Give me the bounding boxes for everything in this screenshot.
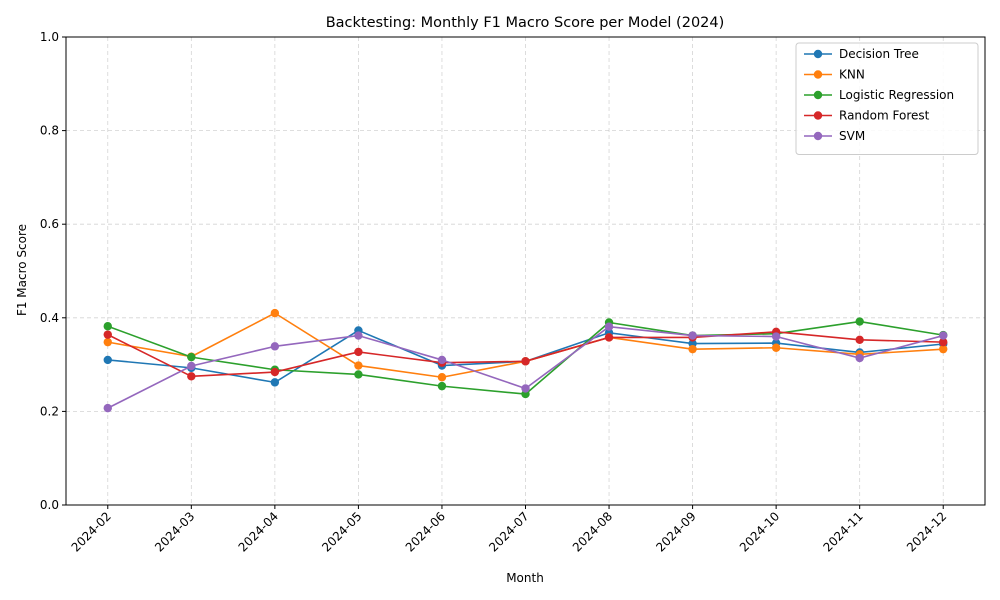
y-tick-label: 0.0 xyxy=(40,498,59,512)
x-tick-label: 2024-05 xyxy=(319,509,364,554)
legend-label: Logistic Regression xyxy=(839,88,954,102)
data-point xyxy=(270,342,280,351)
legend-marker xyxy=(813,131,823,141)
x-tick-label: 2024-10 xyxy=(737,509,782,554)
data-point xyxy=(771,332,781,341)
data-point xyxy=(354,361,363,370)
data-point xyxy=(437,373,447,382)
legend-item: SVM xyxy=(804,129,865,143)
data-point xyxy=(187,361,196,371)
y-tick-label: 0.2 xyxy=(40,404,59,418)
series-svm xyxy=(103,322,948,413)
x-tick-label: 2024-09 xyxy=(653,509,698,554)
legend-label: Random Forest xyxy=(839,109,930,123)
x-axis-label: Month xyxy=(506,571,544,585)
legend-item: Random Forest xyxy=(804,109,930,123)
data-point xyxy=(939,331,948,340)
legend-label: KNN xyxy=(839,68,865,82)
data-point xyxy=(521,384,530,393)
legend-item: Decision Tree xyxy=(804,47,919,61)
data-point xyxy=(354,370,363,379)
data-point xyxy=(354,347,363,357)
data-point xyxy=(270,308,280,318)
legend-label: Decision Tree xyxy=(839,47,919,61)
x-tick-label: 2024-07 xyxy=(486,509,531,554)
x-tick-label: 2024-06 xyxy=(403,509,448,554)
data-point xyxy=(688,344,697,354)
legend-item: KNN xyxy=(804,68,865,82)
data-point xyxy=(103,355,112,365)
y-axis: 0.0 0.2 0.4 0.6 0.8 1.0 xyxy=(40,30,66,512)
x-tick-label: 2024-12 xyxy=(904,509,949,554)
data-point xyxy=(187,372,196,381)
legend-marker xyxy=(813,70,823,79)
x-tick-label: 2024-11 xyxy=(820,509,865,554)
legend-marker xyxy=(813,49,823,59)
data-point xyxy=(604,333,614,342)
data-point xyxy=(437,381,447,391)
data-point xyxy=(521,357,530,366)
series-group xyxy=(103,308,948,413)
data-point xyxy=(437,355,447,365)
legend-marker xyxy=(813,90,823,100)
data-point xyxy=(103,337,112,347)
data-point xyxy=(354,331,363,340)
data-point xyxy=(103,322,112,331)
series-random-forest xyxy=(103,327,948,381)
data-point xyxy=(270,378,280,387)
data-point xyxy=(855,353,864,363)
y-tick-label: 0.8 xyxy=(40,124,59,138)
data-point xyxy=(771,343,781,352)
x-tick-label: 2024-02 xyxy=(69,509,114,554)
data-point xyxy=(855,335,864,344)
x-axis: 2024-02 2024-03 2024-04 2024-05 2024-06 2024-… xyxy=(69,505,949,555)
data-point xyxy=(855,317,864,326)
data-point xyxy=(939,337,948,347)
legend-marker xyxy=(813,111,823,120)
y-axis-label: F1 Macro Score xyxy=(15,224,29,316)
x-tick-label: 2024-08 xyxy=(570,509,615,554)
x-tick-label: 2024-04 xyxy=(236,509,281,554)
data-point xyxy=(688,331,697,340)
data-point xyxy=(187,352,196,362)
x-tick-label: 2024-03 xyxy=(152,509,197,554)
data-point xyxy=(270,367,280,377)
y-tick-label: 1.0 xyxy=(40,30,59,44)
y-tick-label: 0.6 xyxy=(40,217,59,231)
legend-item: Logistic Regression xyxy=(804,88,954,102)
data-point xyxy=(939,344,948,354)
legend-label: SVM xyxy=(839,129,865,143)
data-point xyxy=(103,403,112,413)
legend: Decision Tree KNN Logistic Regression Rando… xyxy=(795,42,979,155)
legend-box xyxy=(795,42,979,155)
y-tick-label: 0.4 xyxy=(40,311,59,325)
chart-title: Backtesting: Monthly F1 Macro Score per … xyxy=(326,15,725,31)
data-point xyxy=(604,322,614,331)
data-point xyxy=(103,330,112,339)
